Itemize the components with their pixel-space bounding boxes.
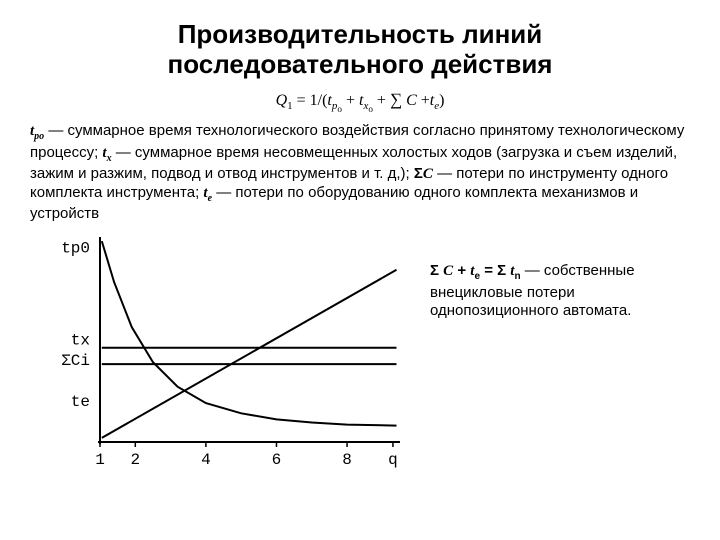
chart-container: 1 2 4 6 8 q tp0 tx ΣCi te	[30, 232, 410, 472]
svg-text:q: q	[388, 451, 398, 469]
page-title: Производительность линий последовательно…	[30, 20, 690, 80]
line-chart: 1 2 4 6 8 q tp0 tx ΣCi te	[30, 232, 410, 472]
description-text: tpo — суммарное время технологического в…	[30, 122, 690, 224]
svg-text:tx: tx	[71, 332, 90, 350]
svg-text:4: 4	[201, 451, 211, 469]
side-note: Σ C + te = Σ tn — собственные внецикловы…	[410, 232, 690, 321]
svg-text:te: te	[71, 393, 90, 411]
svg-text:1: 1	[95, 451, 105, 469]
formula: Q1 = 1/(tpo + txo + ∑ C +te)	[30, 90, 690, 114]
svg-text:ΣCi: ΣCi	[61, 352, 90, 370]
title-line2: последовательного действия	[168, 49, 553, 79]
svg-text:6: 6	[272, 451, 282, 469]
svg-text:8: 8	[342, 451, 352, 469]
svg-text:tp0: tp0	[61, 239, 90, 257]
svg-text:2: 2	[130, 451, 140, 469]
title-line1: Производительность линий	[178, 19, 543, 49]
lower-section: 1 2 4 6 8 q tp0 tx ΣCi te Σ C + te = Σ tn — собст…	[30, 232, 690, 472]
